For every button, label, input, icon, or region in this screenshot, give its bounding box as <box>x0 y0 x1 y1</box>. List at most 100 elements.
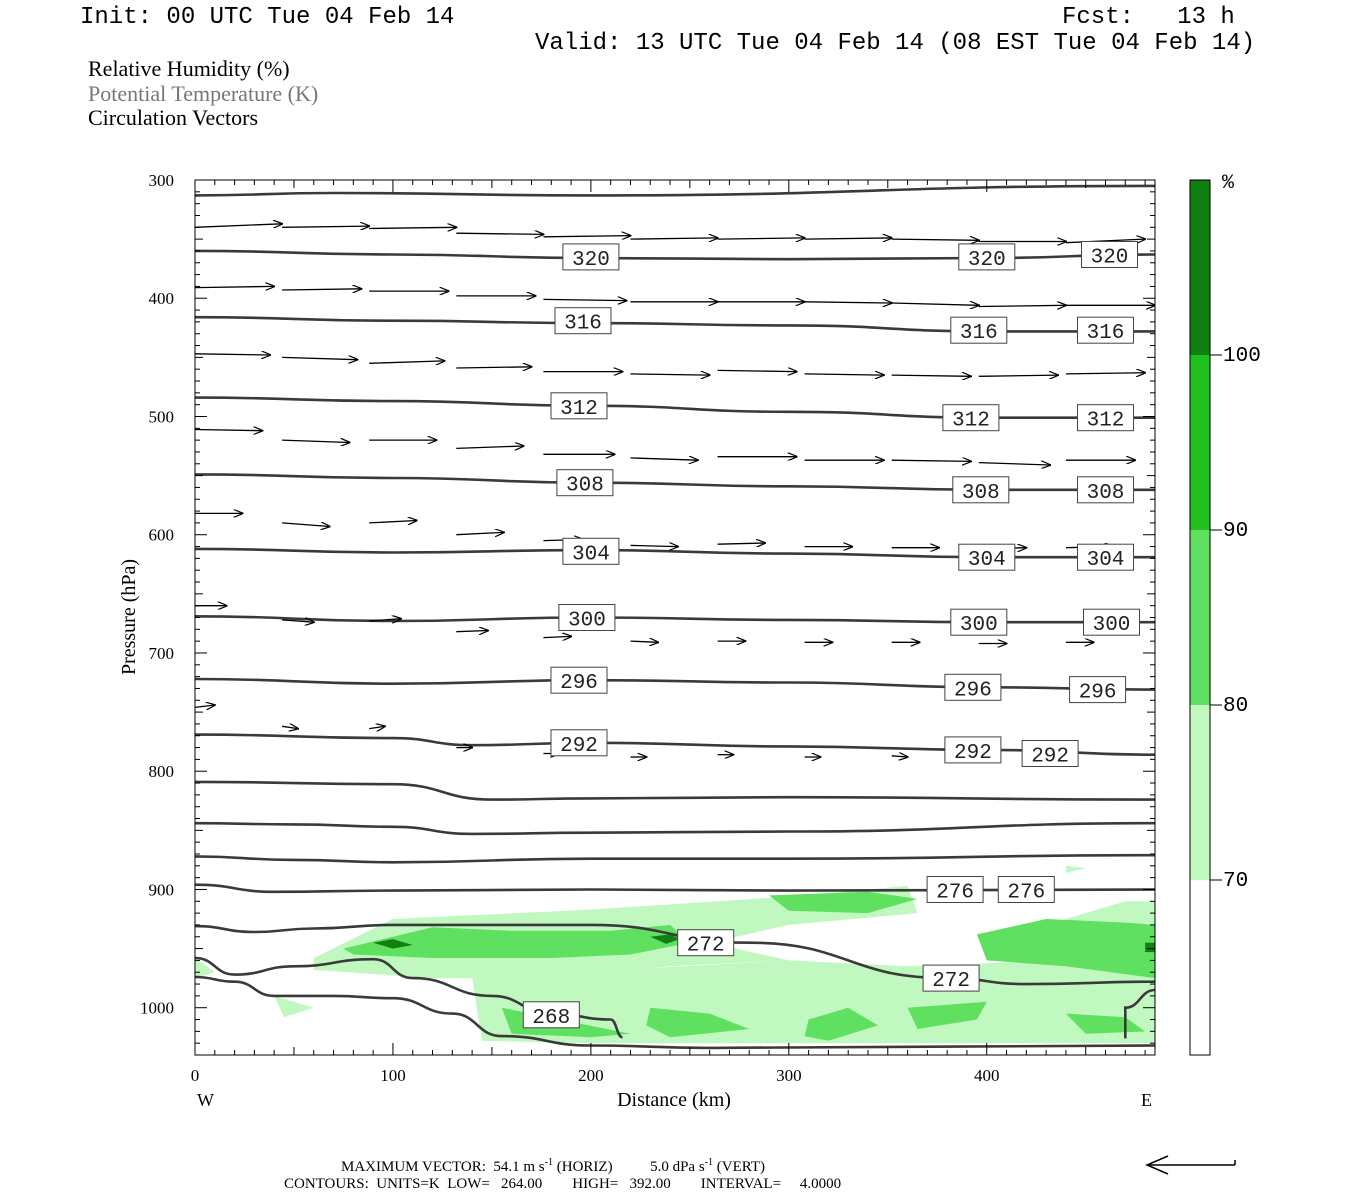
circulation-vector <box>456 532 504 534</box>
circulation-vector <box>195 354 270 355</box>
circulation-vector <box>456 631 488 632</box>
isentrope-268 <box>195 956 623 1039</box>
circulation-vector <box>369 619 401 621</box>
isentrope-label-box <box>950 316 1008 344</box>
isentrope-label-box <box>562 537 620 565</box>
isentrope-label: 308 <box>566 475 604 498</box>
circulation-vector <box>369 726 385 728</box>
circulation-vector <box>717 370 797 371</box>
isentrope-label: 272 <box>932 970 970 993</box>
isentrope-label: 300 <box>568 610 606 633</box>
isentrope-label: 320 <box>968 249 1006 272</box>
x-end-east: E <box>1141 1090 1152 1110</box>
isentrope-label: 316 <box>564 313 602 336</box>
circulation-vector <box>195 705 215 707</box>
vert-value: 5.0 dPa s <box>650 1159 705 1175</box>
legend-vectors: Circulation Vectors <box>88 105 259 130</box>
isentrope-label-box <box>550 392 608 420</box>
y-axis-title: Pressure (hPa) <box>118 559 140 675</box>
rh-fill-80 <box>343 924 690 958</box>
circulation-vector <box>891 460 971 461</box>
circulation-vector <box>717 543 766 544</box>
x-tick-label: 400 <box>974 1066 1000 1085</box>
x-end-west: W <box>197 1090 214 1110</box>
circulation-vector <box>456 446 523 448</box>
isentrope-label-box <box>958 543 1016 571</box>
circulation-vector <box>543 299 626 300</box>
isentrope-296 <box>195 677 1155 691</box>
x-tick-label: 0 <box>191 1066 200 1085</box>
circulation-vector <box>369 227 456 228</box>
horiz-value: 54.1 m s <box>493 1159 545 1175</box>
circulation-vector <box>978 375 1058 376</box>
y-tick-label: 1000 <box>140 999 174 1018</box>
isentrope-label-box <box>677 929 735 957</box>
init-time: Init: 00 UTC Tue 04 Feb 14 <box>80 4 455 31</box>
isentrope-288 <box>195 780 1155 801</box>
valid-time: Valid: 13 UTC Tue 04 Feb 14 (08 EST Tue … <box>535 30 1256 57</box>
isentrope-label-box <box>550 666 608 694</box>
circulation-vector <box>717 238 805 239</box>
x-axis-title: Distance (km) <box>617 1089 731 1111</box>
rh-fill-70 <box>1065 865 1086 873</box>
x-tick-label: 100 <box>380 1066 406 1085</box>
isentrope-label-box <box>944 736 1002 764</box>
circulation-vector <box>804 374 884 375</box>
rh-fill-80 <box>804 1007 878 1041</box>
y-tick-label: 500 <box>149 407 175 426</box>
isentrope-label-box <box>958 243 1016 271</box>
isentrope-label: 276 <box>1007 882 1045 905</box>
isentrope-label: 316 <box>960 322 998 345</box>
isentrope-label: 316 <box>1087 322 1125 345</box>
rh-fill-70 <box>274 995 314 1018</box>
isentrope-label: 292 <box>1031 746 1069 769</box>
circulation-vector <box>630 641 659 642</box>
isentrope-292 <box>195 733 1155 756</box>
isentrope-label: 320 <box>1091 247 1129 270</box>
isentrope-label: 296 <box>1079 682 1117 705</box>
circulation-vector <box>630 374 710 375</box>
isentrope-label-box <box>1081 241 1138 268</box>
circulation-vector <box>369 361 444 363</box>
colorbar-label: 70 <box>1223 870 1248 893</box>
circulation-vector <box>1065 373 1145 374</box>
y-tick-label: 300 <box>149 171 175 190</box>
colorbar-segment <box>1190 880 1210 1055</box>
rh-fill-80 <box>769 891 918 914</box>
colorbar-segment <box>1190 530 1210 705</box>
isentrope-264 <box>195 975 1155 1050</box>
circulation-vector <box>282 523 330 527</box>
rh-fill-80 <box>646 1007 750 1038</box>
circulation-vector <box>891 375 971 376</box>
isentrope-label: 296 <box>954 679 992 702</box>
isentrope-label-box <box>558 604 616 631</box>
contours-line: CONTOURS: UNITS=K LOW= 264.00 HIGH= 392.… <box>284 1176 842 1192</box>
vert-exp: -1 <box>704 1157 714 1168</box>
y-tick-label: 600 <box>149 526 175 545</box>
horiz-tag: (HORIZ) <box>556 1159 613 1175</box>
colorbar-label: 100 <box>1223 345 1261 368</box>
isentrope-label: 300 <box>1093 614 1131 637</box>
isentrope-label: 272 <box>687 935 725 958</box>
isentrope-label-box <box>1021 740 1079 767</box>
isentrope-label-box <box>562 243 620 271</box>
isentrope-label-box <box>922 964 980 992</box>
isentrope-label-box <box>556 469 614 497</box>
circulation-vector <box>804 302 892 303</box>
circulation-vector <box>543 636 571 637</box>
isentrope-label: 312 <box>560 398 598 421</box>
rh-fill-90 <box>650 934 680 944</box>
circulation-vector <box>282 726 298 728</box>
circulation-vector <box>282 226 369 227</box>
isentrope-label: 312 <box>952 410 990 433</box>
isentrope-label: 300 <box>960 614 998 637</box>
circulation-vector <box>282 620 314 622</box>
isentrope-label-box <box>950 608 1008 636</box>
horiz-exp: -1 <box>544 1157 553 1168</box>
colorbar-frame <box>1189 179 1211 1056</box>
circulation-vector <box>456 367 531 368</box>
isentrope-label-box <box>1077 316 1134 344</box>
isentrope-label-box <box>1077 404 1134 432</box>
isentrope-308 <box>195 473 1155 492</box>
